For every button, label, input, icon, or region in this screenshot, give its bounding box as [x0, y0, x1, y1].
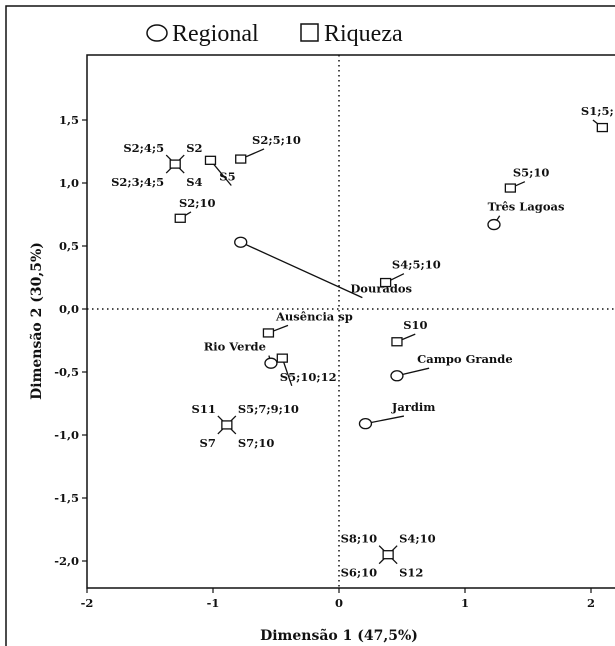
- riqueza-point: [379, 277, 392, 288]
- x-tick-label: -2: [81, 596, 94, 610]
- legend-circle-marker: [146, 24, 168, 42]
- regional-point: [390, 370, 404, 382]
- y-axis-title: Dimensão 2 (30,5%): [28, 242, 45, 400]
- cluster-point: [169, 159, 181, 169]
- y-tick-label: -1,5: [54, 491, 79, 505]
- plot-frame: [86, 54, 615, 589]
- point-label: S5;10;12: [280, 370, 337, 384]
- point-label: Três Lagoas: [488, 200, 565, 214]
- point-label: S2;10: [179, 196, 216, 210]
- point-label: S5;10: [513, 166, 550, 180]
- cluster-label: S6;10: [341, 566, 378, 580]
- cluster-label: S2: [186, 141, 202, 155]
- y-tick-label: -0,5: [54, 365, 79, 379]
- cluster-label: S7;10: [238, 436, 275, 450]
- regional-point: [487, 218, 501, 231]
- legend-label-regional: Regional: [172, 21, 259, 47]
- cluster-label: S2;3;4;5: [111, 175, 164, 189]
- x-tick-label: 0: [335, 596, 343, 610]
- riqueza-point: [204, 155, 217, 165]
- y-tick-label: 0,0: [59, 302, 79, 316]
- cluster-label: S11: [192, 402, 216, 416]
- point-label: Ausência sp: [275, 309, 353, 323]
- riqueza-point: [174, 213, 186, 223]
- x-tick-label: 1: [461, 596, 469, 610]
- point-label: S5: [219, 169, 235, 183]
- cluster-label: S5;7;9;10: [238, 402, 299, 416]
- cluster-label: S4: [186, 175, 202, 189]
- riqueza-point: [276, 353, 288, 363]
- reference-lines: [87, 55, 615, 588]
- y-tick-label: -2,0: [54, 554, 79, 568]
- y-axis-ticks: 1,5 1,0 0,5 0,0 -0,5 -1,0 -1,5 -2,0: [54, 113, 87, 568]
- riqueza-point: [235, 154, 247, 164]
- cluster-label: S2;4;5: [123, 141, 164, 155]
- legend-label-riqueza: Riqueza: [324, 21, 403, 47]
- cluster-label: S12: [399, 566, 423, 580]
- riqueza-point: [504, 183, 517, 193]
- legend-square-marker: [300, 23, 319, 42]
- point-label: S10: [403, 318, 427, 332]
- riqueza-point: [596, 122, 608, 133]
- legend: Regional Riqueza: [146, 21, 403, 47]
- cluster-point: [382, 550, 394, 560]
- cluster-label: S8;10: [341, 532, 378, 546]
- data-points: Dourados Três Lagoas Rio Verde Campo Grande…: [174, 104, 615, 430]
- y-tick-label: 0,5: [59, 239, 79, 253]
- cluster-label: S4;10: [399, 532, 436, 546]
- point-label: S4;5;10: [392, 258, 441, 272]
- x-axis-title: Dimensão 1 (47,5%): [260, 627, 418, 644]
- x-tick-label: 2: [587, 596, 595, 610]
- y-tick-label: -1,0: [54, 428, 79, 442]
- regional-point: [234, 236, 248, 248]
- cluster-label: S7: [200, 436, 216, 450]
- x-axis-ticks: -2 -1 0 1 2: [81, 588, 595, 610]
- regional-point: [264, 357, 278, 369]
- cluster-points: S2;4;5 S2 S2;3;4;5 S4 S11 S5;7;9;10 S7 S7;10 S8;…: [111, 141, 436, 580]
- point-label: S2;5;10: [252, 133, 301, 147]
- riqueza-point: [391, 337, 403, 347]
- y-tick-label: 1,5: [59, 113, 79, 127]
- regional-point: [358, 418, 373, 430]
- point-label: Jardim: [391, 400, 436, 414]
- y-tick-label: 1,0: [59, 176, 79, 190]
- x-tick-label: -1: [207, 596, 220, 610]
- point-label: S1;5;10: [581, 104, 615, 118]
- point-label: Dourados: [350, 282, 412, 296]
- point-label: Campo Grande: [417, 352, 513, 366]
- cluster-point: [221, 420, 233, 430]
- outer-frame: [5, 5, 615, 646]
- riqueza-point: [262, 328, 275, 338]
- point-label: Rio Verde: [204, 340, 266, 354]
- leader-line: [240, 241, 363, 299]
